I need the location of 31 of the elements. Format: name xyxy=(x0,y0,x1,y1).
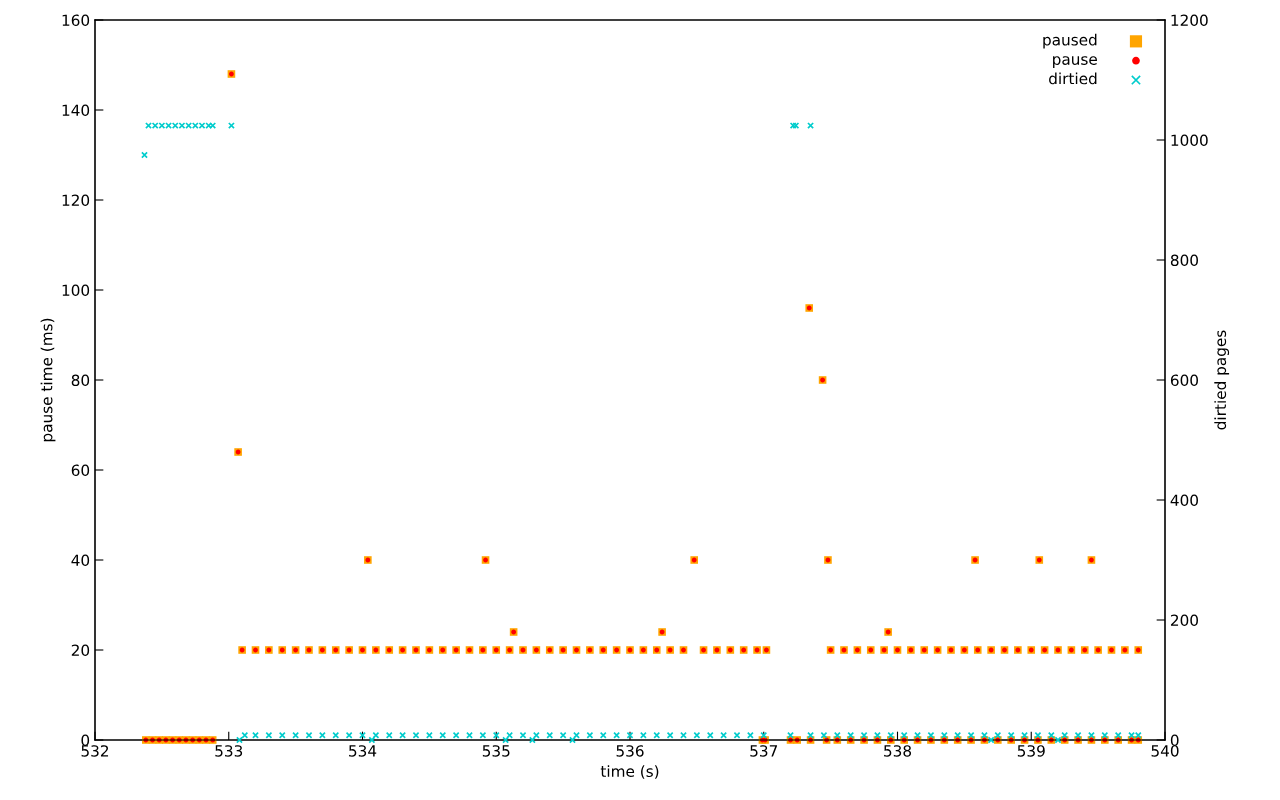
y2-tick-label: 400 xyxy=(1170,494,1199,507)
y-tick-label: 60 xyxy=(71,464,90,477)
legend-label: dirtied xyxy=(1049,72,1097,85)
x-axis-title: time (s) xyxy=(600,765,659,779)
x-tick-label: 539 xyxy=(1017,745,1045,757)
y2-tick-label: 0 xyxy=(1170,734,1179,747)
legend-label: pause xyxy=(1053,56,1097,68)
y2-tick-label: 600 xyxy=(1170,374,1199,387)
x-tick-label: 538 xyxy=(884,745,912,757)
y-tick-label: 80 xyxy=(71,374,90,387)
x-tick-label: 533 xyxy=(215,745,243,757)
y-tick-label: 0 xyxy=(81,734,90,747)
y-axis-title: pause time (ms) xyxy=(40,318,56,442)
x-tick-label: 540 xyxy=(1151,745,1179,757)
y2-tick-label: 800 xyxy=(1170,254,1199,267)
y2-tick-label: 1000 xyxy=(1171,134,1208,147)
y-tick-label: 140 xyxy=(62,104,90,117)
y2-tick-label: 1200 xyxy=(1171,14,1208,27)
y-tick-label: 20 xyxy=(71,644,90,657)
x-tick-label: 532 xyxy=(81,745,109,757)
y2-tick-label: 200 xyxy=(1170,614,1199,627)
x-tick-label: 536 xyxy=(616,745,644,757)
x-tick-label: 535 xyxy=(482,745,510,757)
x-tick-label: 537 xyxy=(750,745,778,757)
x-tick-label: 534 xyxy=(349,745,377,757)
y-tick-label: 40 xyxy=(71,554,90,567)
legend-label: paused xyxy=(1043,33,1097,49)
y-tick-label: 100 xyxy=(62,284,90,297)
y2-axis-title: dirtied pages xyxy=(1214,330,1230,430)
y-tick-label: 120 xyxy=(62,194,90,207)
y-tick-label: 160 xyxy=(62,14,90,27)
